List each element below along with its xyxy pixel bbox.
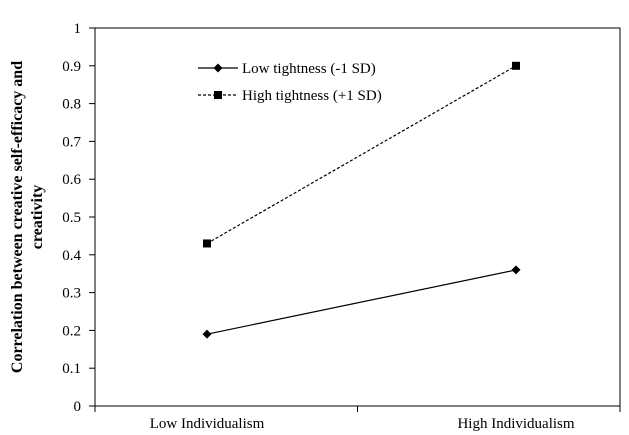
- series-line: [206, 269, 517, 335]
- legend: Low tightness (-1 SD) High tightness (+1 …: [198, 61, 382, 104]
- y-tick-label: 0.1: [62, 361, 81, 377]
- x-axis: Low Individualism High Individualism: [94, 406, 621, 432]
- data-point: [511, 265, 521, 275]
- series-line: [206, 65, 517, 244]
- y-tick-label: 0.5: [62, 210, 81, 226]
- series-1: [202, 265, 521, 339]
- legend-marker: [213, 63, 223, 73]
- legend-marker: [214, 91, 222, 99]
- y-tick-label: 0.6: [62, 172, 81, 188]
- data-point: [203, 239, 211, 248]
- y-tick-label: 1: [74, 21, 82, 37]
- y-tick-label: 0: [74, 399, 82, 415]
- y-axis-title-line-1: Correlation between creative self-effica…: [9, 61, 26, 373]
- y-tick-label: 0.7: [62, 134, 81, 150]
- y-tick-label: 0.9: [62, 59, 81, 75]
- y-tick-label: 0.4: [62, 248, 81, 264]
- y-tick-label: 0.2: [62, 323, 81, 339]
- y-axis-title-line-2: creativity: [29, 185, 46, 250]
- data-point: [512, 61, 520, 70]
- legend-label: Low tightness (-1 SD): [242, 61, 376, 77]
- y-axis: 0 0.1 0.2 0.3 0.4 0.5 0.6 0.7 0.8 0.9 1: [62, 21, 95, 415]
- plot-area: [94, 27, 621, 407]
- y-tick-label: 0.8: [62, 97, 81, 113]
- data-point: [202, 329, 212, 339]
- y-axis-title: Correlation between creative self-effica…: [9, 61, 46, 373]
- series-2: [203, 61, 520, 248]
- series-layer: [202, 61, 521, 339]
- x-tick-label: Low Individualism: [150, 416, 265, 432]
- x-tick-label: High Individualism: [457, 416, 574, 432]
- y-tick-label: 0.3: [62, 286, 81, 302]
- legend-label: High tightness (+1 SD): [242, 88, 382, 104]
